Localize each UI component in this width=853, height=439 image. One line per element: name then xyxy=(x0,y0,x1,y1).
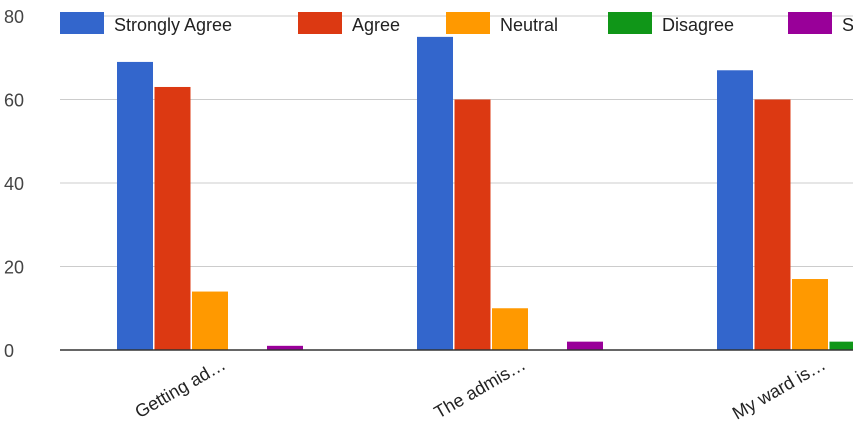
legend-swatch xyxy=(298,12,342,34)
bar-agree xyxy=(754,99,791,350)
y-tick-label: 80 xyxy=(4,7,24,27)
bar-strongly-agree xyxy=(417,36,453,350)
legend-label: Agree xyxy=(352,15,400,35)
legend-swatch xyxy=(788,12,832,34)
y-tick-label: 20 xyxy=(4,258,24,278)
x-axis-labels: Getting ad… The admis… My ward is… xyxy=(131,354,829,423)
legend-swatch xyxy=(608,12,652,34)
bar-s xyxy=(567,341,603,350)
y-tick-label: 0 xyxy=(4,341,14,361)
legend: Strongly Agree Agree Neutral Disagree S xyxy=(60,12,853,35)
legend-swatch xyxy=(446,12,490,34)
legend-swatch xyxy=(60,12,104,34)
legend-label: S xyxy=(842,15,853,35)
bar-s xyxy=(267,345,303,350)
legend-label: Neutral xyxy=(500,15,558,35)
x-category-label: The admis… xyxy=(431,354,529,422)
bars xyxy=(117,36,853,351)
bar-neutral xyxy=(792,279,828,350)
bar-neutral xyxy=(192,291,228,350)
y-tick-label: 40 xyxy=(4,174,24,194)
x-category-label: Getting ad… xyxy=(131,354,229,422)
bar-strongly-agree xyxy=(717,70,753,351)
bar-agree xyxy=(154,86,191,350)
y-axis-ticks: 0 20 40 60 80 xyxy=(4,7,24,361)
bar-disagree xyxy=(829,341,853,350)
bar-neutral xyxy=(492,308,528,350)
bar-strongly-agree xyxy=(117,61,153,351)
legend-label: Strongly Agree xyxy=(114,15,232,35)
bar-agree xyxy=(454,99,491,350)
y-tick-label: 60 xyxy=(4,91,24,111)
x-category-label: My ward is… xyxy=(729,354,829,423)
legend-label: Disagree xyxy=(662,15,734,35)
